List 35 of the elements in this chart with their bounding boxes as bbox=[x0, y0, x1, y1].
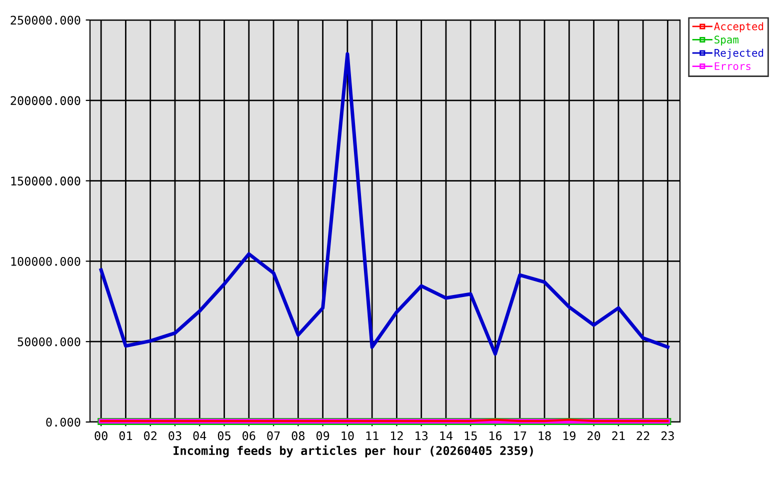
x-tick-label: 05 bbox=[218, 431, 230, 440]
x-tick-label: 19 bbox=[563, 431, 576, 440]
y-tick-label: 100000.000 bbox=[11, 256, 80, 266]
legend-label: Rejected bbox=[714, 48, 764, 59]
x-axis-title: Incoming feeds by articles per hour (20260405 2359) bbox=[174, 445, 533, 458]
y-tick-label: 150000.000 bbox=[11, 176, 80, 186]
x-tick-label: 06 bbox=[242, 431, 256, 440]
x-tick-label: 10 bbox=[342, 431, 354, 440]
x-tick-label: 17 bbox=[514, 431, 526, 440]
legend-label: Accepted bbox=[714, 22, 764, 32]
x-tick-label: 13 bbox=[416, 431, 428, 440]
y-tick-label: 200000.000 bbox=[10, 96, 80, 106]
y-tick-label: 0.000 bbox=[46, 418, 80, 427]
x-tick-label: 20 bbox=[588, 431, 600, 440]
x-tick-label: 01 bbox=[119, 431, 132, 440]
x-tick-label: 15 bbox=[464, 431, 477, 440]
x-tick-label: 11 bbox=[366, 431, 378, 440]
x-tick-label: 23 bbox=[661, 431, 674, 440]
x-tick-label: 14 bbox=[440, 431, 453, 440]
x-tick-label: 08 bbox=[292, 431, 305, 440]
x-tick-label: 16 bbox=[490, 431, 502, 440]
y-tick-label: 50000.000 bbox=[18, 337, 80, 346]
x-tick-label: 18 bbox=[538, 431, 551, 440]
x-tick-label: 04 bbox=[193, 431, 206, 440]
x-tick-label: 00 bbox=[94, 431, 108, 440]
x-tick-label: 22 bbox=[636, 431, 650, 440]
x-tick-label: 12 bbox=[391, 431, 403, 440]
x-tick-label: 21 bbox=[612, 431, 625, 440]
x-tick-label: 07 bbox=[267, 431, 280, 440]
y-tick-label: 250000.000 bbox=[10, 16, 80, 25]
legend-label: Spam bbox=[714, 36, 738, 46]
x-tick-label: 03 bbox=[168, 431, 182, 440]
legend-label: Errors bbox=[714, 62, 750, 70]
x-tick-label: 02 bbox=[144, 431, 156, 440]
x-tick-label: 09 bbox=[316, 431, 330, 440]
